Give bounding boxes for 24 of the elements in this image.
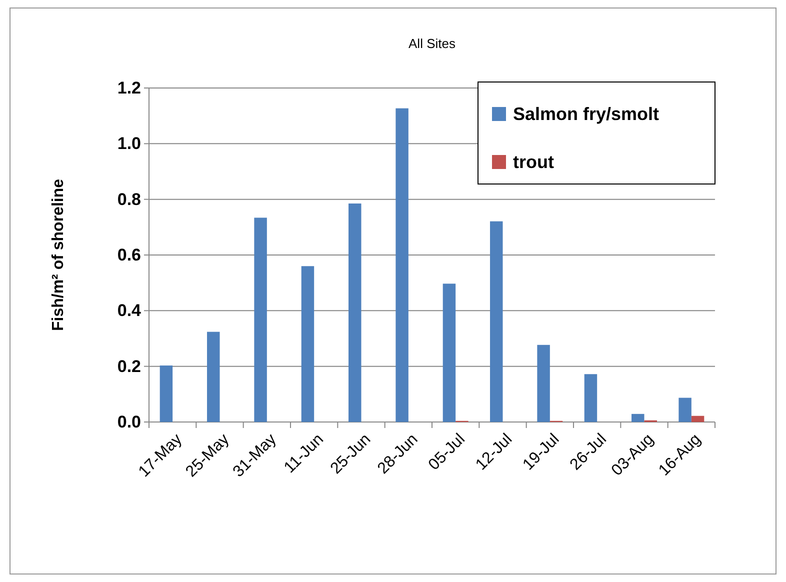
bar [207, 332, 220, 422]
bar [691, 416, 704, 422]
y-tick-label: 1.0 [117, 134, 141, 154]
bar [537, 344, 550, 422]
chart-title: All Sites [408, 36, 456, 51]
y-tick-label: 0.8 [117, 190, 141, 209]
bar [490, 221, 503, 422]
y-tick-label: 0.4 [117, 301, 142, 320]
y-tick-label: 0.0 [117, 412, 141, 432]
bar [254, 218, 267, 422]
bar [396, 108, 408, 422]
bar [678, 398, 692, 422]
legend-label: Salmon fry/smolt [513, 104, 660, 124]
y-tick-label: 1.2 [117, 78, 141, 98]
bar [584, 374, 598, 422]
bar [160, 366, 173, 422]
bar [632, 414, 644, 422]
bar [348, 204, 362, 422]
legend-label: trout [513, 152, 554, 172]
bar [301, 266, 314, 422]
bar [442, 284, 456, 422]
y-tick-label: 0.6 [117, 245, 141, 264]
y-tick-label: 0.2 [117, 356, 141, 376]
y-axis-title: Fish/m² of shoreline [50, 178, 67, 332]
